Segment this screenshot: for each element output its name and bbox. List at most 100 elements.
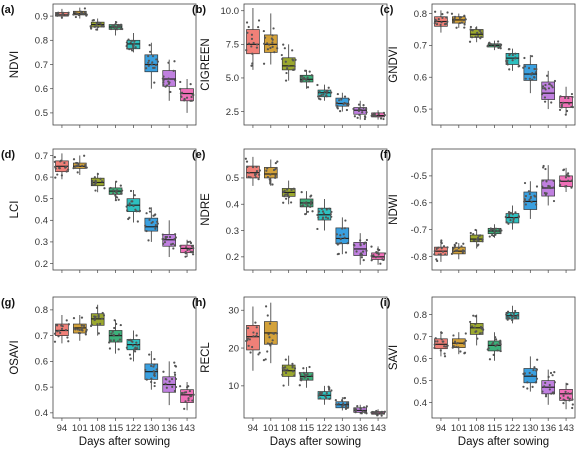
data-point bbox=[460, 245, 463, 248]
data-point bbox=[174, 365, 178, 368]
data-point bbox=[567, 172, 570, 175]
data-point bbox=[439, 23, 442, 26]
data-point bbox=[145, 212, 148, 215]
data-point bbox=[523, 181, 527, 185]
y-tick-label: 0.7 bbox=[35, 151, 48, 162]
data-point bbox=[114, 199, 118, 202]
data-point bbox=[167, 80, 170, 83]
data-point bbox=[272, 27, 275, 30]
data-point bbox=[108, 341, 111, 344]
data-point bbox=[571, 403, 574, 406]
data-point bbox=[250, 37, 254, 40]
data-point bbox=[79, 12, 83, 15]
data-point bbox=[165, 84, 169, 87]
data-point bbox=[103, 187, 106, 190]
data-point bbox=[514, 309, 517, 313]
data-point bbox=[191, 245, 194, 248]
data-point bbox=[376, 248, 380, 251]
data-point bbox=[251, 165, 255, 169]
y-axis-label: CIGREEN bbox=[200, 38, 212, 90]
data-point bbox=[541, 185, 544, 188]
data-point bbox=[56, 324, 59, 327]
data-point bbox=[440, 338, 443, 341]
data-point bbox=[304, 375, 308, 378]
y-tick-label: 0.6 bbox=[35, 357, 48, 368]
x-tick-label: 143 bbox=[179, 423, 195, 434]
data-point bbox=[440, 239, 443, 242]
data-point bbox=[59, 160, 62, 163]
data-point bbox=[64, 165, 68, 169]
data-point bbox=[258, 351, 261, 354]
data-point bbox=[266, 167, 269, 170]
data-point bbox=[97, 25, 100, 28]
data-point bbox=[65, 170, 68, 173]
data-point bbox=[492, 234, 495, 238]
data-point bbox=[153, 363, 156, 366]
data-point bbox=[94, 180, 97, 183]
data-point bbox=[330, 210, 333, 214]
data-point bbox=[96, 323, 99, 326]
data-point bbox=[433, 250, 436, 253]
data-point bbox=[470, 36, 474, 39]
data-point bbox=[544, 393, 548, 396]
data-point bbox=[544, 381, 547, 384]
data-point bbox=[517, 215, 520, 218]
data-point bbox=[127, 38, 130, 41]
data-point bbox=[251, 345, 254, 349]
data-point bbox=[382, 258, 385, 262]
data-point bbox=[380, 410, 384, 413]
data-point bbox=[110, 332, 113, 335]
data-point bbox=[458, 21, 462, 25]
data-point bbox=[346, 402, 349, 405]
data-point bbox=[125, 205, 128, 208]
data-point bbox=[353, 115, 356, 118]
data-point bbox=[94, 189, 97, 192]
data-point bbox=[328, 207, 331, 210]
data-point bbox=[362, 259, 365, 262]
box-day-101 bbox=[262, 302, 279, 364]
data-point bbox=[542, 166, 545, 169]
data-point bbox=[128, 202, 131, 205]
plot-area bbox=[243, 3, 388, 126]
data-point bbox=[306, 210, 310, 213]
panel-h: (h) RECL 10 20 30 94 101 108 115 122 130 136 143 Days… bbox=[192, 296, 388, 448]
data-point bbox=[382, 111, 386, 114]
data-point bbox=[148, 210, 152, 213]
data-point bbox=[72, 13, 75, 16]
box-day-130 bbox=[522, 356, 539, 392]
y-tick-label: -0.6 bbox=[411, 198, 427, 209]
data-point bbox=[136, 347, 139, 350]
data-point bbox=[547, 87, 551, 90]
data-point bbox=[89, 25, 92, 28]
data-point bbox=[486, 44, 489, 47]
y-tick-label: -0.5 bbox=[411, 171, 427, 182]
data-point bbox=[53, 165, 57, 169]
data-point bbox=[96, 172, 99, 176]
data-point bbox=[548, 383, 551, 387]
data-point bbox=[330, 91, 333, 94]
data-point bbox=[336, 92, 339, 96]
data-point bbox=[548, 82, 551, 86]
y-tick-label: 0.6 bbox=[35, 172, 48, 183]
data-point bbox=[376, 414, 379, 417]
data-point bbox=[496, 43, 499, 46]
x-tick-label: 115 bbox=[299, 423, 314, 434]
data-point bbox=[112, 333, 115, 337]
data-point bbox=[258, 169, 261, 172]
data-point bbox=[476, 31, 479, 34]
panel-a: (a) NDVI 0.5 0.6 0.7 0.8 0.9 bbox=[1, 3, 197, 128]
data-point bbox=[148, 207, 151, 210]
data-point bbox=[504, 215, 507, 219]
data-point bbox=[90, 27, 93, 30]
data-point bbox=[343, 95, 347, 98]
data-point bbox=[57, 335, 60, 338]
data-point bbox=[475, 26, 478, 30]
data-point bbox=[257, 177, 260, 181]
data-point bbox=[255, 43, 259, 46]
data-point bbox=[62, 11, 65, 15]
data-point bbox=[328, 397, 331, 400]
box-day-101 bbox=[451, 332, 467, 355]
data-point bbox=[57, 12, 60, 16]
box-day-136 bbox=[352, 233, 369, 265]
data-point bbox=[98, 322, 102, 325]
